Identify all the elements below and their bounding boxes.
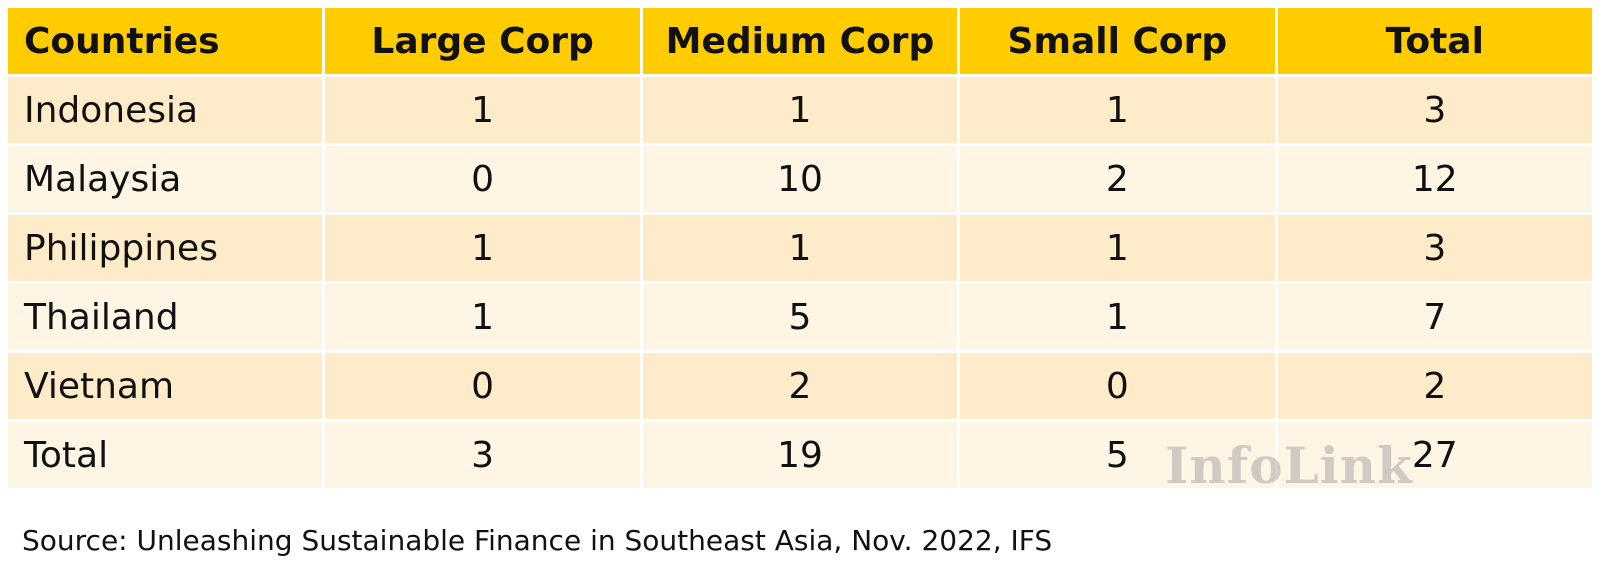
cell-country: Philippines xyxy=(8,215,323,281)
cell-small-corp: 1 xyxy=(960,284,1275,350)
cell-medium-corp: 2 xyxy=(642,353,958,419)
cell-total: 3 xyxy=(1277,215,1592,281)
cell-country: Thailand xyxy=(8,284,323,350)
cell-country: Malaysia xyxy=(8,146,323,212)
cell-small-corp: 2 xyxy=(960,146,1275,212)
cell-small-corp: 1 xyxy=(960,215,1275,281)
cell-small-corp: 5 xyxy=(960,422,1275,488)
header-small-corp: Small Corp xyxy=(960,8,1275,74)
cell-medium-corp: 19 xyxy=(642,422,958,488)
cell-large-corp: 0 xyxy=(325,146,640,212)
table-row: Thailand 1 5 1 7 xyxy=(8,284,1592,350)
cell-medium-corp: 5 xyxy=(642,284,958,350)
table-row-total: Total 3 19 5 27 xyxy=(8,422,1592,488)
cell-medium-corp: 10 xyxy=(642,146,958,212)
table-row: Philippines 1 1 1 3 xyxy=(8,215,1592,281)
source-note: Source: Unleashing Sustainable Finance i… xyxy=(22,524,1053,557)
cell-total: 2 xyxy=(1277,353,1592,419)
cell-large-corp: 1 xyxy=(325,284,640,350)
cell-large-corp: 1 xyxy=(325,215,640,281)
corp-count-table: Countries Large Corp Medium Corp Small C… xyxy=(5,5,1595,491)
cell-total: 3 xyxy=(1277,77,1592,143)
header-large-corp: Large Corp xyxy=(325,8,640,74)
cell-medium-corp: 1 xyxy=(642,215,958,281)
cell-large-corp: 3 xyxy=(325,422,640,488)
cell-total: 12 xyxy=(1277,146,1592,212)
cell-medium-corp: 1 xyxy=(642,77,958,143)
cell-small-corp: 1 xyxy=(960,77,1275,143)
cell-country: Total xyxy=(8,422,323,488)
cell-country: Vietnam xyxy=(8,353,323,419)
cell-country: Indonesia xyxy=(8,77,323,143)
cell-large-corp: 0 xyxy=(325,353,640,419)
table-row: Malaysia 0 10 2 12 xyxy=(8,146,1592,212)
table-header-row: Countries Large Corp Medium Corp Small C… xyxy=(8,8,1592,74)
table-container: Countries Large Corp Medium Corp Small C… xyxy=(5,5,1595,491)
header-countries: Countries xyxy=(8,8,323,74)
header-total: Total xyxy=(1277,8,1592,74)
cell-small-corp: 0 xyxy=(960,353,1275,419)
cell-total: 27 xyxy=(1277,422,1592,488)
table-row: Vietnam 0 2 0 2 xyxy=(8,353,1592,419)
cell-large-corp: 1 xyxy=(325,77,640,143)
header-medium-corp: Medium Corp xyxy=(642,8,958,74)
cell-total: 7 xyxy=(1277,284,1592,350)
table-row: Indonesia 1 1 1 3 xyxy=(8,77,1592,143)
